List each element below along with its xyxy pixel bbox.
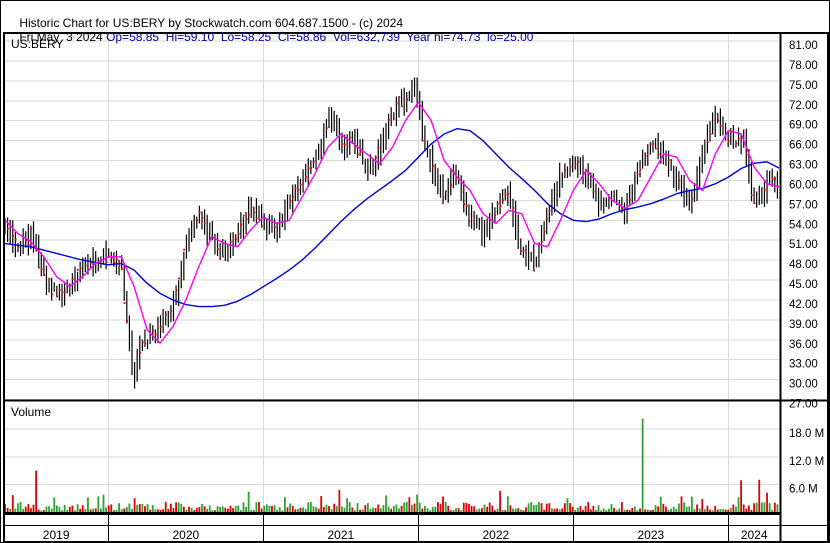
svg-text:78.00: 78.00 <box>789 60 818 72</box>
header-line-2: Fri May 3 2024 Op=58.85 Hi=59.10 Lo=58.2… <box>6 16 533 58</box>
svg-text:54.00: 54.00 <box>789 219 818 231</box>
svg-text:6.0 M: 6.0 M <box>789 483 818 495</box>
svg-text:2023: 2023 <box>637 528 664 542</box>
svg-text:39.00: 39.00 <box>789 319 818 331</box>
svg-text:51.00: 51.00 <box>789 239 818 251</box>
year-labels: 2019 2020 2021 2022 2023 2024 <box>43 528 768 542</box>
svg-text:60.00: 60.00 <box>789 179 818 191</box>
svg-text:45.00: 45.00 <box>789 279 818 291</box>
svg-text:27.00: 27.00 <box>789 399 818 411</box>
year-dividers <box>107 515 782 542</box>
svg-text:42.00: 42.00 <box>789 299 818 311</box>
svg-text:36.00: 36.00 <box>789 339 818 351</box>
ma-slow-line <box>5 127 779 308</box>
svg-text:2024: 2024 <box>741 528 768 542</box>
candlestick-series <box>5 77 779 389</box>
volume-axis-labels: 18.0 M 12.0 M 6.0 M <box>789 428 824 495</box>
symbol-label: US:BERY <box>11 37 64 51</box>
svg-text:2020: 2020 <box>172 528 199 542</box>
ma-fast-line <box>5 101 779 344</box>
svg-text:81.00: 81.00 <box>789 40 818 52</box>
svg-text:12.0 M: 12.0 M <box>789 456 824 468</box>
header-line-1: Historic Chart for US:BERY by Stockwatch… <box>6 2 403 44</box>
svg-text:2019: 2019 <box>43 528 70 542</box>
price-axis-labels: 81.00 78.00 75.00 72.00 69.00 66.00 63.00 60.00… <box>789 40 818 411</box>
svg-text:2021: 2021 <box>327 528 354 542</box>
svg-text:66.00: 66.00 <box>789 140 818 152</box>
quote-values: Op=58.85 Hi=59.10 Lo=58.25 Cl=58.86 Vol=… <box>106 30 534 44</box>
svg-text:2022: 2022 <box>482 528 509 542</box>
svg-text:63.00: 63.00 <box>789 160 818 172</box>
volume-bars <box>5 418 779 512</box>
gridlines <box>5 34 779 511</box>
moving-averages <box>5 101 779 344</box>
svg-text:69.00: 69.00 <box>789 120 818 132</box>
quote-date: Fri May 3 2024 <box>19 30 103 44</box>
svg-text:33.00: 33.00 <box>789 359 818 371</box>
chart-borders <box>3 32 829 542</box>
svg-text:30.00: 30.00 <box>789 379 818 391</box>
svg-text:72.00: 72.00 <box>789 100 818 112</box>
svg-text:48.00: 48.00 <box>789 259 818 271</box>
chart-title: Historic Chart for US:BERY by Stockwatch… <box>19 16 404 30</box>
svg-text:18.0 M: 18.0 M <box>789 428 824 440</box>
volume-panel-label: Volume <box>11 405 52 419</box>
svg-text:57.00: 57.00 <box>789 199 818 211</box>
svg-text:75.00: 75.00 <box>789 80 818 92</box>
